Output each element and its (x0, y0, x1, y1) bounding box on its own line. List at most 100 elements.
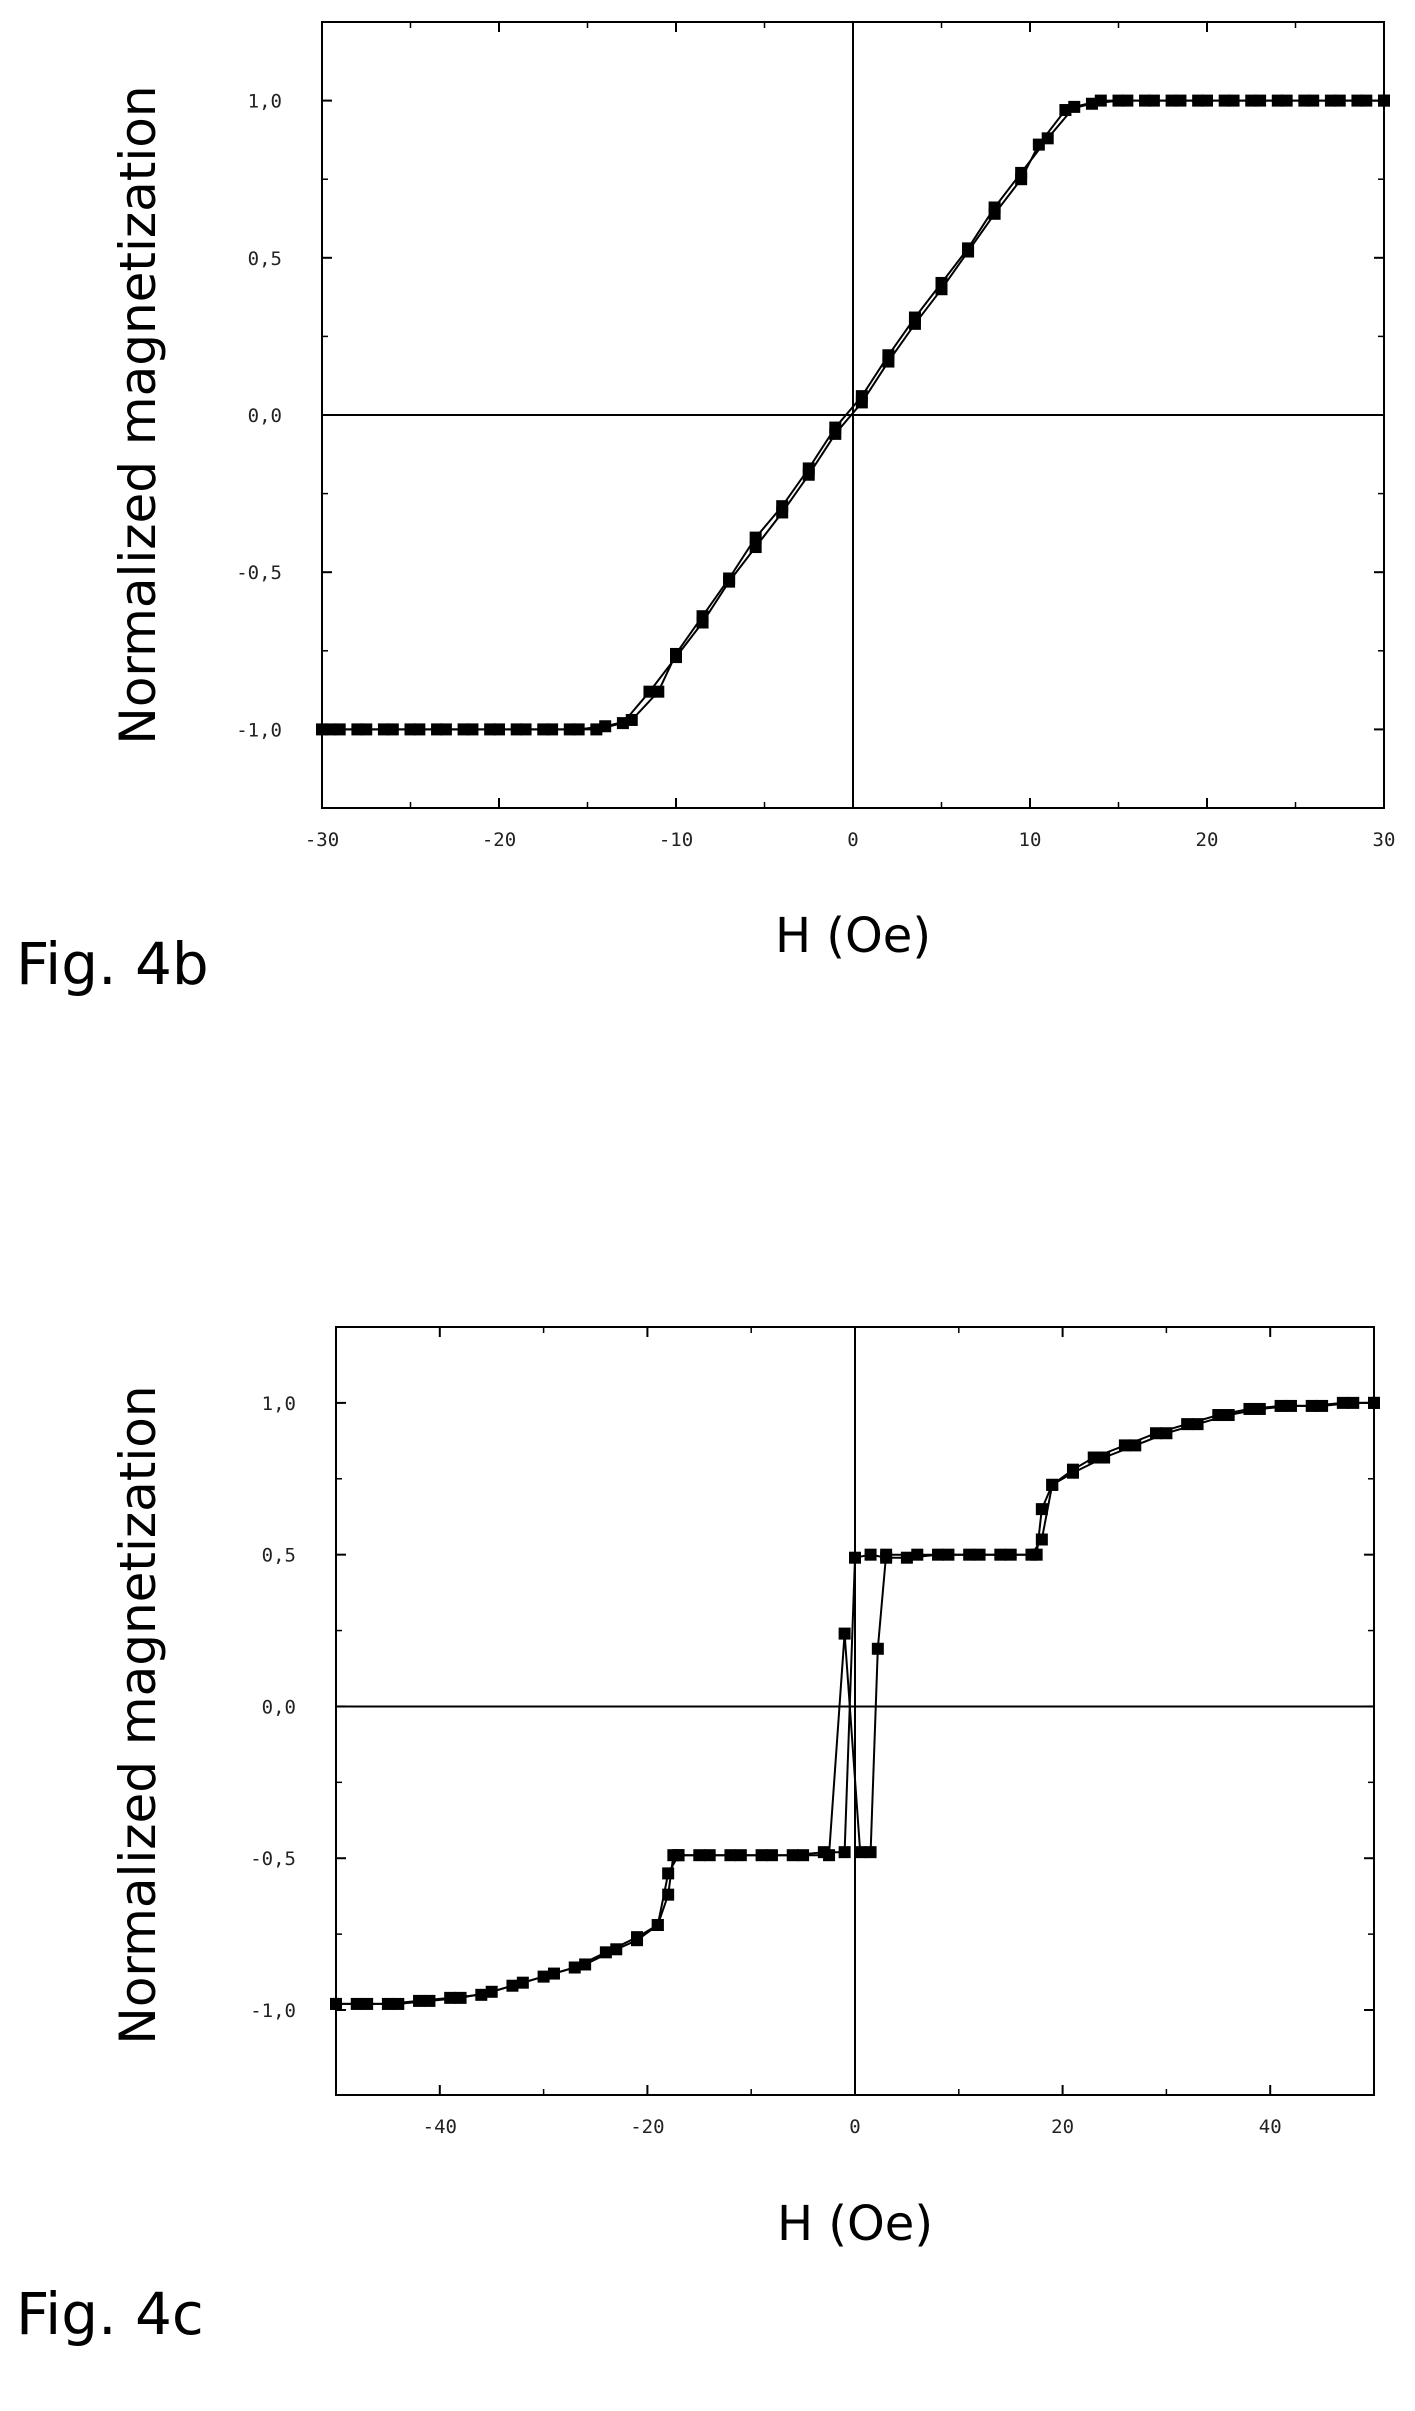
x-tick-label: 0 (847, 829, 858, 851)
data-point (838, 1846, 851, 1859)
data-point (696, 616, 709, 629)
data-point (829, 427, 842, 440)
data-point (1274, 1399, 1287, 1412)
x-tick-label: -40 (423, 2116, 457, 2138)
x-tick-label: -20 (630, 2116, 664, 2138)
data-point (643, 685, 656, 698)
data-point (797, 1849, 810, 1862)
data-point (1298, 94, 1311, 107)
data-point (599, 1946, 612, 1959)
data-point (776, 506, 789, 519)
data-point (854, 1846, 867, 1859)
data-point (568, 1961, 581, 1974)
data-point (350, 1997, 363, 2010)
x-tick-label: -10 (659, 829, 693, 851)
data-point (749, 531, 762, 544)
data-point (616, 717, 629, 730)
y-tick-label: -0,5 (236, 562, 282, 584)
data-point (973, 1548, 986, 1561)
data-point (880, 1548, 893, 1561)
data-point (667, 1849, 680, 1862)
data-point (1015, 173, 1028, 186)
data-point (510, 723, 523, 736)
data-point (1245, 94, 1258, 107)
data-point (1087, 1451, 1100, 1464)
data-point (911, 1548, 924, 1561)
x-tick-label: 10 (1019, 829, 1042, 851)
y-axis-title: Normalized magnetization (109, 85, 167, 744)
data-point (563, 723, 576, 736)
y-tick-label: 1,0 (262, 1393, 296, 1415)
data-point (1218, 94, 1231, 107)
data-point (1181, 1418, 1194, 1431)
data-point (1046, 1478, 1059, 1491)
data-point (942, 1548, 955, 1561)
figure-label-4b: Fig. 4b (16, 930, 209, 998)
data-point (631, 1931, 644, 1944)
data-point (1212, 1409, 1225, 1422)
y-tick-label: 0,5 (248, 248, 282, 270)
data-point (935, 283, 948, 296)
data-point (1305, 1399, 1318, 1412)
data-point (749, 541, 762, 554)
data-point (1368, 1396, 1380, 1409)
data-point (392, 1997, 405, 2010)
y-tick-label: -0,5 (250, 1848, 296, 1870)
data-point (1066, 1463, 1079, 1476)
data-point (734, 1849, 747, 1862)
data-point (404, 723, 417, 736)
data-point (670, 651, 682, 664)
y-tick-label: 0,0 (248, 405, 282, 427)
data-point (537, 1970, 550, 1983)
data-point (864, 1846, 877, 1859)
data-point (1112, 94, 1125, 107)
y-tick-label: 1,0 (248, 91, 282, 113)
data-point (444, 1991, 457, 2004)
x-axis-title: H (Oe) (775, 908, 931, 964)
data-point (1324, 94, 1337, 107)
y-tick-label: -1,0 (236, 719, 282, 741)
data-point (457, 723, 470, 736)
data-point (855, 396, 868, 409)
data-point (1085, 97, 1098, 110)
data-point (908, 317, 921, 330)
data-point (1378, 94, 1390, 107)
data-point (484, 723, 497, 736)
data-point (413, 1994, 426, 2007)
x-tick-label: 40 (1259, 2116, 1282, 2138)
data-point (1150, 1427, 1163, 1440)
chart-fig-4b: -30 -20 -10 0 10 20 30 -1,0 -0,5 0,0 0,5 1,0 H (Oe) N… (109, 21, 1396, 964)
data-point (1351, 94, 1364, 107)
data-point (1336, 1396, 1349, 1409)
data-point (1243, 1402, 1256, 1415)
x-tick-label: -30 (305, 829, 339, 851)
y-tick-label: 0,0 (262, 1696, 296, 1718)
data-point (1316, 1399, 1329, 1412)
data-point (1035, 1533, 1048, 1546)
data-point (1192, 94, 1205, 107)
data-point (431, 723, 444, 736)
x-tick-label: 30 (1373, 829, 1396, 851)
data-point (381, 1997, 394, 2010)
data-point (475, 1988, 488, 2001)
x-tick-label: 20 (1051, 2116, 1074, 2138)
data-point (723, 575, 736, 588)
data-point (988, 207, 1001, 220)
data-point (377, 723, 390, 736)
y-tick-label: -1,0 (250, 2000, 296, 2022)
data-point (506, 1979, 519, 1992)
data-point (537, 723, 550, 736)
data-point (330, 1997, 342, 2010)
data-point (324, 723, 337, 736)
data-point (823, 1849, 836, 1862)
x-tick-label: 0 (849, 2116, 860, 2138)
data-point (849, 1551, 861, 1564)
data-point (1032, 138, 1045, 151)
data-point (590, 723, 603, 736)
data-point (765, 1849, 778, 1862)
data-point (1004, 1548, 1017, 1561)
data-point (351, 723, 364, 736)
chart-fig-4c: -40 -20 0 20 40 -1,0 -0,5 0,0 0,5 1,0 H (Oe) Normal… (109, 1326, 1380, 2252)
x-axis-title: H (Oe) (777, 2196, 933, 2252)
x-tick-label: -20 (482, 829, 516, 851)
